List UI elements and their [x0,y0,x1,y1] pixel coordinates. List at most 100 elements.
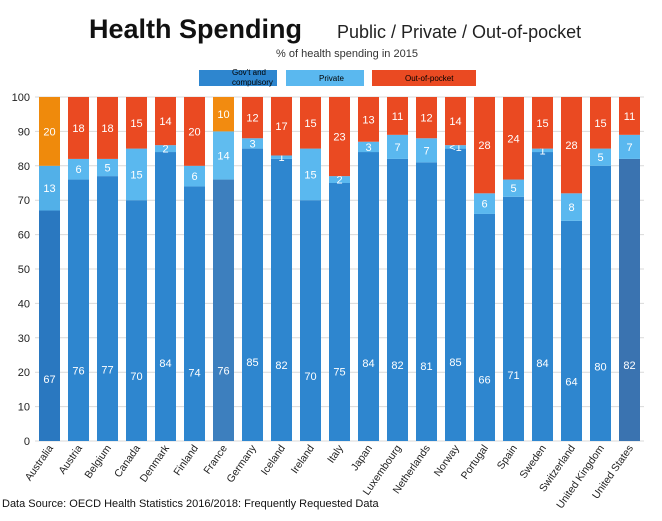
segment-gov-netherlands [416,162,437,442]
x-tick-label: Iceland [259,443,288,478]
segment-gov-norway [445,148,466,441]
chart-caption: % of health spending in 2015 [276,48,418,60]
label-gov: 84 [159,358,171,370]
segment-private-austria [68,158,89,180]
label-gov: 82 [391,360,403,372]
segment-oop-canada [126,97,147,149]
legend-label-gov: Gov't and compulsory [232,68,273,87]
label-gov: 77 [101,364,113,376]
label-oop: 18 [72,123,84,135]
label-private: 15 [304,169,316,181]
segment-private-portugal [474,193,495,214]
x-tick-label: Finland [171,443,201,478]
segment-gov-switzerland [561,220,582,441]
label-oop: 15 [594,118,606,130]
label-private: 7 [394,142,400,154]
label-private: 7 [423,145,429,157]
label-oop: 28 [565,140,577,152]
x-tick-label: Belgium [82,443,114,481]
segment-gov-australia [39,210,60,441]
segment-gov-iceland [271,158,292,442]
label-private: 15 [130,169,142,181]
segment-private-united-states [619,134,640,159]
segment-oop-portugal [474,97,495,194]
legend-label-gov-line2: compulsory [232,78,273,87]
x-tick-label: Ireland [289,443,317,476]
x-tick-label: Spain [495,443,520,472]
label-private: 5 [510,183,516,195]
segment-oop-france [213,97,234,132]
segment-oop-australia [39,97,60,166]
label-private: 3 [249,138,255,150]
segment-private-iceland [271,155,292,159]
segment-gov-germany [242,148,263,441]
label-oop: 11 [624,111,635,123]
label-gov: 84 [536,358,548,370]
segment-private-norway [445,145,466,149]
x-tick-label: Sweden [517,443,549,481]
label-gov: 70 [130,371,142,383]
segment-gov-luxembourg [387,158,408,442]
segment-private-netherlands [416,138,437,163]
x-tick-label: Italy [325,442,346,465]
segment-private-italy [329,176,350,183]
legend-label-gov-line1: Gov't and [232,68,266,77]
segment-oop-netherlands [416,97,437,139]
label-oop: 10 [217,109,229,121]
label-oop: 15 [536,118,548,130]
segment-oop-united-states [619,97,640,135]
label-oop: 15 [130,118,142,130]
segment-private-sweden [532,148,553,153]
label-gov: 85 [449,357,461,369]
x-tick-label: Germany [224,442,259,485]
label-gov: 67 [43,374,55,386]
data-source-note: Data Source: OECD Health Statistics 2016… [2,498,379,510]
label-oop: 12 [246,113,258,125]
label-oop: 23 [333,132,345,144]
segment-gov-italy [329,183,350,441]
label-private: 3 [365,142,371,154]
segment-private-france [213,131,234,180]
label-private: 1 [539,145,545,157]
x-tick-label: France [201,443,230,477]
segment-gov-spain [503,196,524,441]
label-gov: 85 [246,357,258,369]
y-tick-label: 70 [18,195,30,207]
legend-swatch-private [286,70,364,86]
segment-oop-italy [329,97,350,177]
y-tick-label: 100 [12,92,30,104]
label-gov: 76 [217,365,229,377]
label-oop: 20 [43,126,55,138]
segment-private-ireland [300,148,321,201]
segment-oop-germany [242,97,263,139]
label-oop: 17 [275,121,287,133]
label-oop: 18 [101,123,113,135]
segment-gov-ireland [300,200,321,441]
label-private: 6 [191,171,197,183]
segment-oop-denmark [155,97,176,146]
y-tick-label: 90 [18,126,30,138]
segment-gov-belgium [97,176,118,441]
legend: Gov't and compulsory Private Out-of-pock… [199,68,476,87]
label-oop: 20 [188,126,200,138]
segment-oop-japan [358,97,379,142]
legend-label-private: Private [319,74,344,83]
label-gov: 84 [362,358,374,370]
segment-gov-denmark [155,152,176,442]
x-tick-label: Norway [432,442,463,479]
segment-private-united-kingdom [590,148,611,166]
segment-oop-austria [68,97,89,159]
label-private: 13 [43,183,55,195]
segment-gov-france [213,179,234,441]
label-oop: 12 [420,113,432,125]
segment-oop-belgium [97,97,118,159]
label-gov: 66 [478,375,490,387]
chart-subtitle: Public / Private / Out-of-pocket [337,22,581,42]
label-gov: 80 [594,362,606,374]
segment-oop-finland [184,97,205,166]
segment-gov-sweden [532,152,553,442]
x-tick-label: Canada [112,443,143,480]
label-oop: 24 [507,133,519,145]
label-gov: 64 [565,377,577,389]
